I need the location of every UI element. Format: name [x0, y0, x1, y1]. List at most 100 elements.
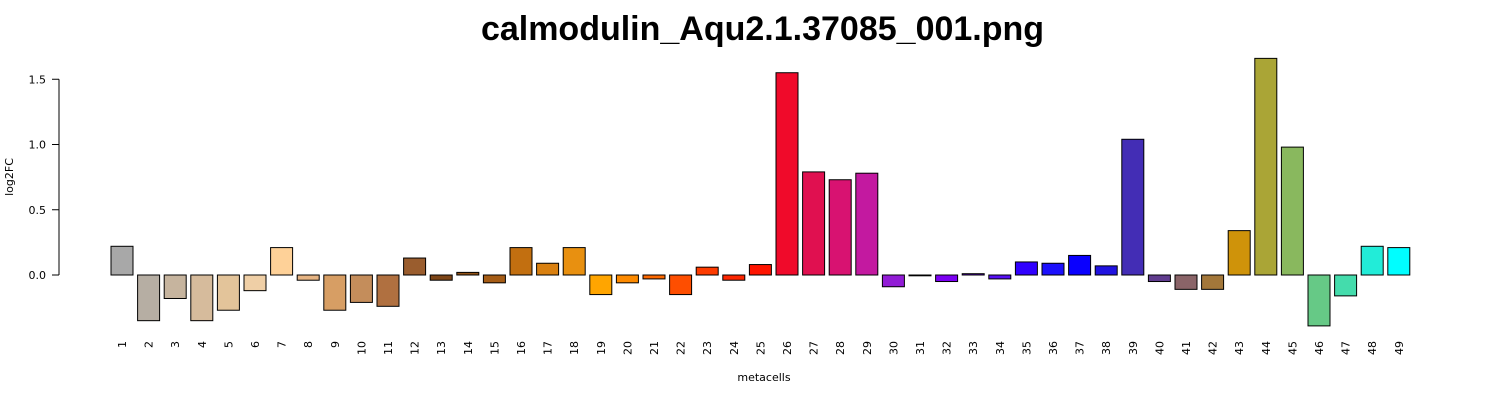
bar-47	[1334, 274, 1358, 297]
x-tick-label-40: 40	[1153, 341, 1166, 355]
bar-24	[722, 274, 746, 281]
x-tick-labels: 1 2 3 4 5 6 7 8 9 10 11 12 13 14 15 16 17 18 19 20 21 22 23 24 2…	[116, 341, 1406, 355]
y-axis-label: log2FC	[3, 158, 16, 196]
bar-15	[482, 274, 506, 284]
bar-27	[802, 171, 826, 276]
x-tick-label-18: 18	[568, 341, 581, 355]
y-tick-label: 0.0	[29, 269, 47, 282]
bar-38	[1094, 265, 1118, 276]
x-tick-label-49: 49	[1393, 341, 1406, 355]
x-tick-label-45: 45	[1286, 341, 1299, 355]
x-tick-label-1: 1	[116, 341, 129, 348]
x-tick-label-9: 9	[329, 341, 342, 348]
x-tick-label-42: 42	[1207, 341, 1220, 355]
x-tick-label-31: 31	[914, 341, 927, 355]
x-tick-label-46: 46	[1313, 341, 1326, 355]
bar-12	[403, 257, 427, 276]
x-tick-label-29: 29	[861, 341, 874, 355]
bar-10	[349, 274, 373, 303]
x-tick-label-13: 13	[435, 341, 448, 355]
bar-49	[1387, 247, 1411, 276]
bar-25	[748, 264, 772, 276]
x-tick-label-19: 19	[595, 341, 608, 355]
y-tick-label: 0.5	[29, 204, 47, 217]
chart-title: calmodulin_Aqu2.1.37085_001.png	[480, 10, 1045, 48]
x-tick-label-39: 39	[1127, 341, 1140, 355]
bar-28	[828, 179, 852, 276]
x-tick-label-14: 14	[462, 341, 475, 355]
bar-23	[695, 266, 719, 276]
x-tick-label-5: 5	[222, 341, 235, 348]
bar-45	[1280, 146, 1304, 276]
x-tick-label-15: 15	[488, 341, 501, 355]
x-tick-label-28: 28	[834, 341, 847, 355]
x-tick-label-32: 32	[941, 341, 954, 355]
y-tick-label: 1.0	[29, 139, 47, 152]
y-axis: 0.0 0.5 1.0 1.5	[29, 73, 60, 282]
bar-48	[1360, 245, 1384, 276]
x-tick-label-26: 26	[781, 341, 794, 355]
bar-39	[1121, 138, 1145, 276]
x-tick-label-25: 25	[754, 341, 767, 355]
bar-6	[243, 274, 267, 292]
x-tick-label-41: 41	[1180, 341, 1193, 355]
bar-17	[536, 262, 560, 276]
x-tick-label-23: 23	[701, 341, 714, 355]
x-tick-label-35: 35	[1020, 341, 1033, 355]
bar-8	[296, 274, 320, 281]
bar-22	[669, 274, 693, 296]
bars-group	[110, 57, 1411, 327]
bar-31	[908, 274, 932, 277]
bar-43	[1227, 230, 1251, 276]
y-tick-label: 1.5	[29, 73, 47, 86]
bar-5	[216, 274, 240, 311]
x-tick-label-4: 4	[196, 341, 209, 348]
x-tick-label-37: 37	[1074, 341, 1087, 355]
x-tick-label-44: 44	[1260, 341, 1273, 355]
bar-3	[163, 274, 187, 299]
bar-34	[988, 274, 1012, 280]
x-tick-label-34: 34	[994, 341, 1007, 355]
bar-46	[1307, 274, 1331, 327]
bar-44	[1254, 57, 1278, 276]
bar-21	[642, 274, 666, 280]
x-tick-label-33: 33	[967, 341, 980, 355]
x-tick-label-12: 12	[409, 341, 422, 355]
bar-14	[456, 271, 480, 276]
bar-33	[961, 273, 985, 276]
x-tick-label-43: 43	[1233, 341, 1246, 355]
bar-2	[137, 274, 161, 322]
x-tick-label-38: 38	[1100, 341, 1113, 355]
x-tick-label-16: 16	[515, 341, 528, 355]
bar-18	[562, 247, 586, 276]
x-tick-label-24: 24	[728, 341, 741, 355]
bar-36	[1041, 262, 1065, 276]
bar-13	[429, 274, 453, 281]
bar-11	[376, 274, 400, 307]
bar-19	[589, 274, 613, 296]
x-tick-label-11: 11	[382, 341, 395, 355]
bar-20	[615, 274, 639, 284]
x-tick-label-47: 47	[1340, 341, 1353, 355]
bar-30	[881, 274, 905, 288]
bar-40	[1147, 274, 1171, 283]
x-tick-label-8: 8	[302, 341, 315, 348]
bar-26	[775, 72, 799, 276]
x-tick-label-17: 17	[542, 341, 555, 355]
x-axis-label: metacells	[737, 371, 790, 384]
x-tick-label-10: 10	[355, 341, 368, 355]
x-tick-label-22: 22	[675, 341, 688, 355]
bar-32	[935, 274, 959, 283]
x-tick-label-6: 6	[249, 341, 262, 348]
bar-4	[190, 274, 214, 322]
bar-9	[323, 274, 347, 311]
x-tick-label-2: 2	[143, 341, 156, 348]
bar-41	[1174, 274, 1198, 290]
x-tick-label-7: 7	[276, 341, 289, 348]
bar-37	[1068, 254, 1092, 276]
bar-42	[1201, 274, 1225, 290]
bar-7	[270, 247, 294, 276]
bar-35	[1014, 261, 1038, 276]
x-tick-label-48: 48	[1366, 341, 1379, 355]
